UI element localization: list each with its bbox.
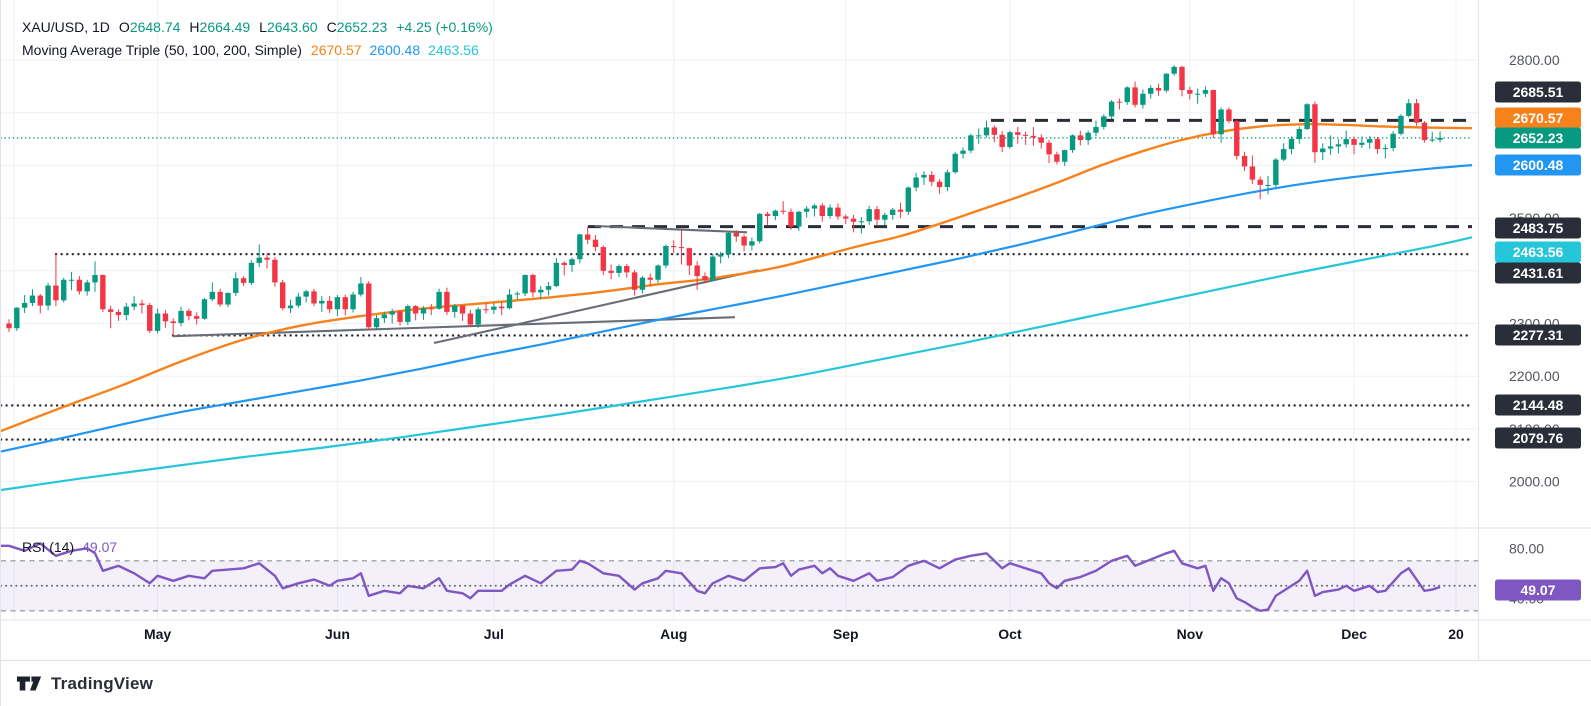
price-badge-2483.75 <box>1495 217 1581 239</box>
svg-text:2463.56: 2463.56 <box>1513 244 1564 260</box>
time-label-may: May <box>144 626 171 642</box>
time-label-dec: Dec <box>1341 626 1367 642</box>
open-value: 2648.74 <box>129 19 181 35</box>
symbol-title: XAU/USD, 1D <box>22 19 110 35</box>
price-badge-2685.51 <box>1495 81 1581 103</box>
ma-indicator-row: Moving Average Triple (50, 100, 200, Sim… <box>22 39 493 62</box>
time-label-sep: Sep <box>833 626 859 642</box>
time-label-nov: Nov <box>1177 626 1204 642</box>
symbol-ohlc-row: XAU/USD, 1D O2648.74 H2664.49 L2643.60 C2652… <box>22 16 493 39</box>
time-label-jul: Jul <box>484 626 504 642</box>
svg-text:2200.00: 2200.00 <box>1509 368 1560 384</box>
time-label-20: 20 <box>1448 626 1464 642</box>
sma50-value: 2670.57 <box>310 42 362 58</box>
chart-legend[interactable]: XAU/USD, 1D O2648.74 H2664.49 L2643.60 C2652… <box>22 16 493 62</box>
time-label-oct: Oct <box>998 626 1022 642</box>
grid-layer <box>1 0 1479 620</box>
change-value: +4.25 (+0.16%) <box>396 19 493 35</box>
tradingview-logo-icon[interactable] <box>16 673 43 694</box>
rsi-line <box>1 542 1441 612</box>
rsi-indicator-label: RSI (14) <box>22 539 75 555</box>
svg-text:2685.51: 2685.51 <box>1513 84 1564 100</box>
ma-line-sma200 <box>1 236 1473 492</box>
svg-text:2600.48: 2600.48 <box>1513 157 1564 173</box>
tradingview-brand-text[interactable]: TradingView <box>51 673 154 693</box>
svg-text:2000.00: 2000.00 <box>1509 474 1560 490</box>
candles-layer <box>6 65 1443 336</box>
time-label-jun: Jun <box>325 626 350 642</box>
sma100-value: 2600.48 <box>369 42 421 58</box>
svg-text:2431.61: 2431.61 <box>1513 265 1564 281</box>
ma-line-sma50 <box>1 123 1473 433</box>
time-axis[interactable]: May Jun Jul Aug Sep Oct Nov Dec 20 <box>144 626 1464 642</box>
price-badge-2463.56 <box>1495 241 1581 263</box>
price-levels-layer <box>1 118 1474 441</box>
price-badge-2144.48 <box>1495 394 1581 416</box>
trendlines-layer <box>172 224 759 345</box>
ma-indicator-label: Moving Average Triple (50, 100, 200, Sim… <box>22 42 302 58</box>
svg-text:49.07: 49.07 <box>1520 582 1555 598</box>
svg-text:2670.57: 2670.57 <box>1513 110 1564 126</box>
price-badge-2670.57 <box>1495 107 1581 129</box>
svg-text:2144.48: 2144.48 <box>1513 397 1564 413</box>
price-badge-2600.48 <box>1495 154 1581 176</box>
rsi-legend[interactable]: RSI (14) 49.07 <box>22 539 117 555</box>
price-badge-2277.31 <box>1495 324 1581 346</box>
sma200-value: 2463.56 <box>428 42 479 58</box>
ma-line-sma100 <box>1 164 1473 453</box>
chart-footer: TradingView <box>1 661 1591 706</box>
rsi-pane-layer <box>1 542 1480 612</box>
svg-text:2277.31: 2277.31 <box>1513 327 1564 343</box>
svg-text:80.00: 80.00 <box>1509 540 1544 556</box>
price-chart-canvas[interactable]: May Jun Jul Aug Sep Oct Nov Dec 20 2800.002700.00… <box>1 0 1591 661</box>
price-badge-2652.23 <box>1495 127 1581 149</box>
price-badge-2079.76 <box>1495 427 1581 449</box>
price-badge-49.07 <box>1495 579 1581 601</box>
low-value: 2643.60 <box>266 19 318 35</box>
separators-layer <box>1 0 1591 661</box>
moving-averages-layer <box>1 123 1473 492</box>
svg-text:2079.76: 2079.76 <box>1513 430 1564 446</box>
svg-text:2652.23: 2652.23 <box>1513 130 1564 146</box>
high-label: H <box>189 19 200 35</box>
high-value: 2664.49 <box>199 19 251 35</box>
close-value: 2652.23 <box>336 19 388 35</box>
time-label-aug: Aug <box>660 626 687 642</box>
rsi-value: 49.07 <box>82 539 118 555</box>
svg-text:2483.75: 2483.75 <box>1513 220 1564 236</box>
close-label: C <box>326 19 337 35</box>
svg-text:2800.00: 2800.00 <box>1509 52 1560 68</box>
low-label: L <box>259 19 267 35</box>
price-axis[interactable]: 2800.002700.002600.002500.002400.002300.… <box>1495 52 1581 606</box>
price-badge-2431.61 <box>1495 262 1581 284</box>
open-label: O <box>118 19 130 35</box>
